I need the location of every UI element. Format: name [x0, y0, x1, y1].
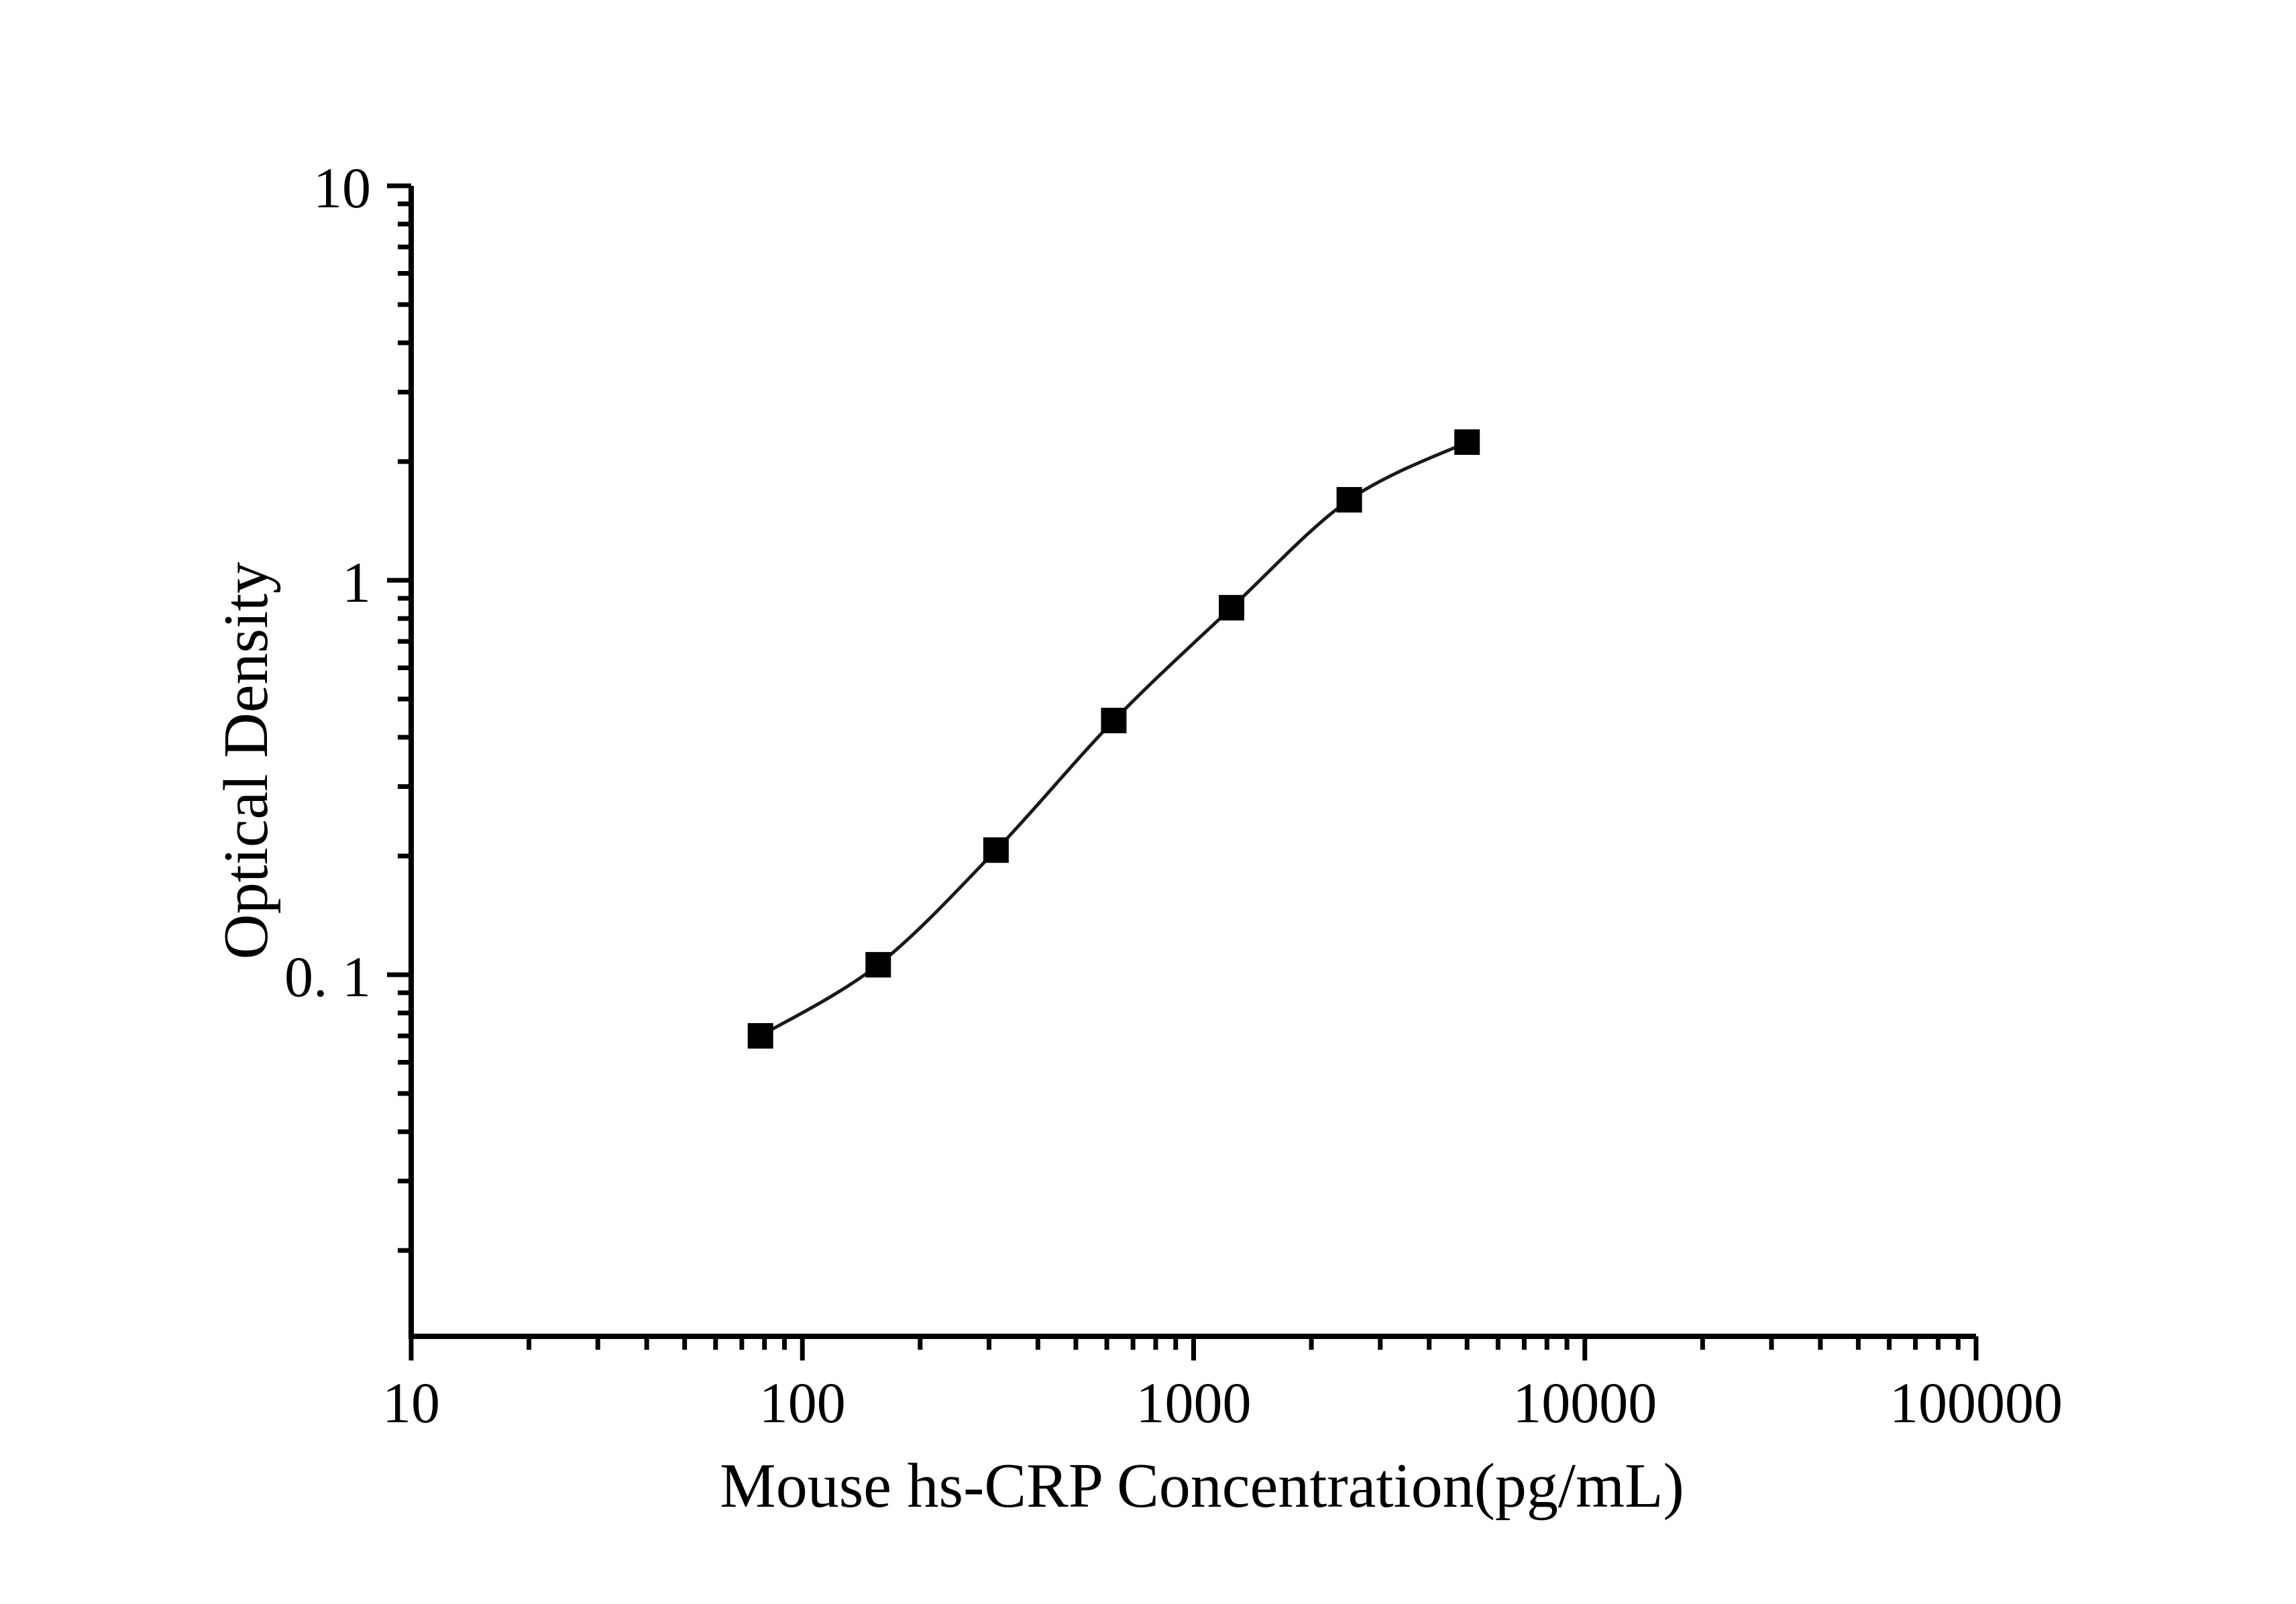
- x-tick-label: 100: [759, 1371, 846, 1435]
- x-tick-label: 10: [382, 1371, 440, 1435]
- x-tick-label: 100000: [1890, 1371, 2063, 1435]
- x-tick-label: 10000: [1513, 1371, 1657, 1435]
- data-point-marker: [1101, 708, 1127, 734]
- y-tick-label: 0. 1: [284, 945, 371, 1009]
- x-tick-label: 1000: [1136, 1371, 1252, 1435]
- axes-layer: 10 100 1000 10000 100000 10 1 0. 1: [284, 156, 2063, 1435]
- y-axis-title: Optical Density: [211, 562, 281, 960]
- data-point-marker: [1336, 486, 1362, 513]
- data-point-marker: [747, 1023, 773, 1049]
- x-axis-title: Mouse hs-CRP Concentration(pg/mL): [720, 1451, 1684, 1521]
- data-point-marker: [865, 952, 891, 978]
- data-point-marker: [1454, 429, 1480, 456]
- data-point-marker: [1219, 594, 1245, 621]
- data-point-marker: [983, 837, 1009, 863]
- y-tick-label: 1: [342, 550, 371, 614]
- data-curve: [759, 440, 1468, 1038]
- y-tick-label: 10: [313, 156, 371, 220]
- plot-layer: [747, 429, 1480, 1049]
